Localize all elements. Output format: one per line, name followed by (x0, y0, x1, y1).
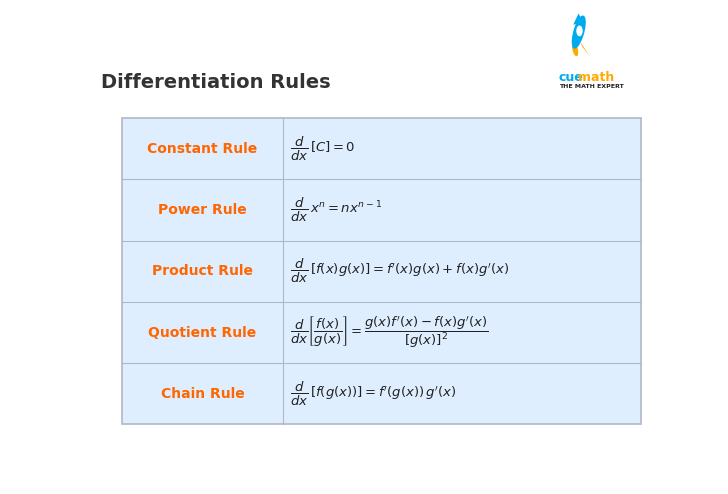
Text: $\dfrac{d}{dx}\left[\dfrac{f(x)}{g(x)}\right] = \dfrac{g(x)f'(x) - f(x)g'(x)}{[g: $\dfrac{d}{dx}\left[\dfrac{f(x)}{g(x)}\r… (290, 315, 488, 351)
Text: Differentiation Rules: Differentiation Rules (101, 73, 331, 91)
Text: math: math (579, 72, 614, 84)
Text: Product Rule: Product Rule (152, 264, 253, 278)
Text: Constant Rule: Constant Rule (147, 142, 258, 156)
Text: cue: cue (558, 72, 583, 84)
Polygon shape (580, 42, 590, 57)
Text: Quotient Rule: Quotient Rule (149, 326, 256, 339)
Text: $\dfrac{d}{dx}\,[C] = 0$: $\dfrac{d}{dx}\,[C] = 0$ (290, 135, 355, 163)
Ellipse shape (572, 42, 578, 56)
Text: $\dfrac{d}{dx}\,[f(g(x))] = f'(g(x))\,g'(x)$: $\dfrac{d}{dx}\,[f(g(x))] = f'(g(x))\,g'… (290, 380, 456, 408)
Text: THE MATH EXPERT: THE MATH EXPERT (558, 84, 623, 89)
Ellipse shape (571, 15, 586, 49)
Text: Chain Rule: Chain Rule (161, 387, 245, 401)
Text: $\dfrac{d}{dx}\,x^n = nx^{n-1}$: $\dfrac{d}{dx}\,x^n = nx^{n-1}$ (290, 196, 381, 224)
Text: $\dfrac{d}{dx}\,[f(x)g(x)] = f'(x)g(x) + f(x)g'(x)$: $\dfrac{d}{dx}\,[f(x)g(x)] = f'(x)g(x) +… (290, 257, 509, 286)
Text: Power Rule: Power Rule (158, 203, 247, 217)
Polygon shape (573, 14, 584, 25)
Circle shape (577, 25, 582, 37)
FancyBboxPatch shape (122, 118, 641, 424)
